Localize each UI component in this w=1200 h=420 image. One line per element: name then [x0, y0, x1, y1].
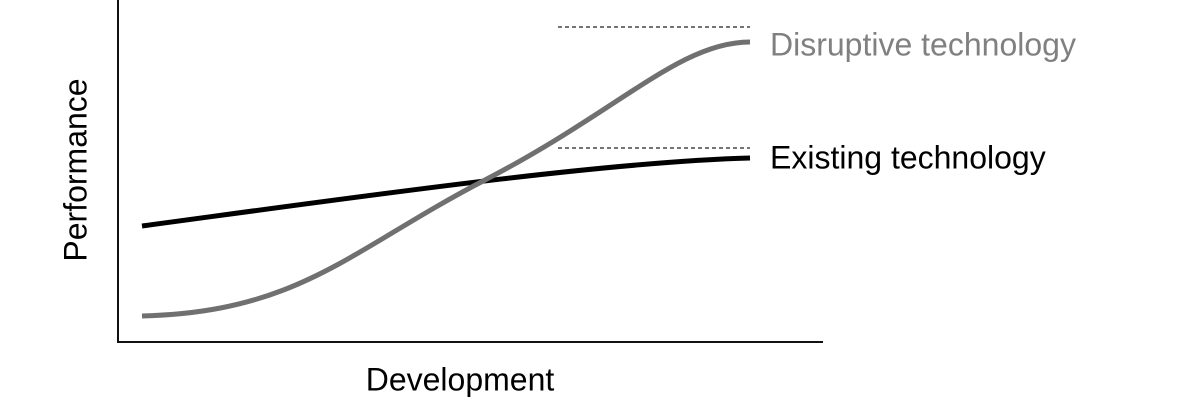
x-axis-label: Development: [366, 361, 555, 397]
axes: [117, 0, 823, 343]
disruptive-curve: [141, 39, 751, 319]
y-axis-label: Performance: [57, 78, 93, 261]
curve-label: Disruptive technology: [770, 26, 1076, 62]
curve-label: Existing technology: [770, 139, 1046, 175]
existing-curve: [141, 155, 751, 229]
